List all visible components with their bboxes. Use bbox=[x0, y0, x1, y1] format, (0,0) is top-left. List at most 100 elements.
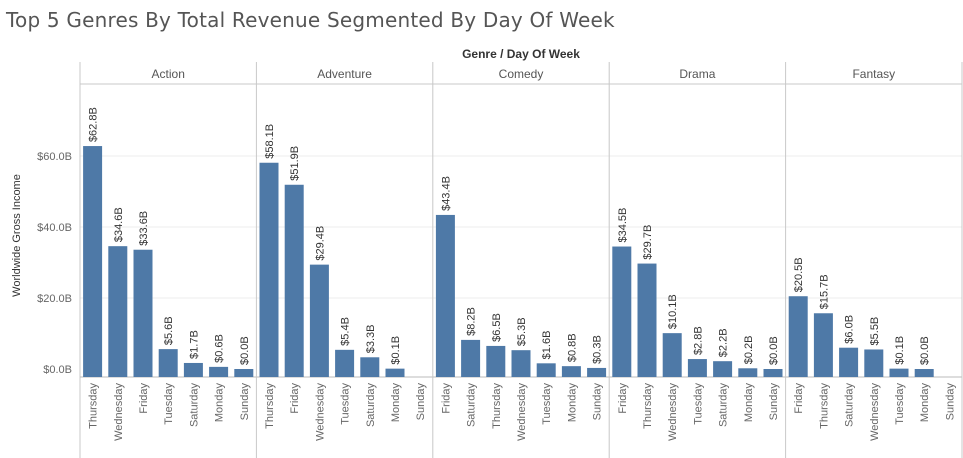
panel-label-fantasy: Fantasy bbox=[852, 67, 895, 81]
chart-title: Top 5 Genres By Total Revenue Segmented … bbox=[6, 8, 615, 32]
x-tick-label: Thursday bbox=[491, 383, 503, 429]
x-tick-label: Wednesday bbox=[516, 383, 528, 441]
bar[interactable] bbox=[864, 349, 884, 377]
bar[interactable] bbox=[209, 366, 229, 377]
data-label: $58.1B bbox=[264, 124, 276, 159]
data-label: $2.2B bbox=[718, 328, 730, 357]
x-tick-label: Monday bbox=[390, 383, 402, 423]
bar[interactable] bbox=[234, 369, 254, 377]
x-tick-label: Saturday bbox=[188, 383, 200, 428]
bar[interactable] bbox=[133, 249, 153, 377]
x-tick-label: Monday bbox=[743, 383, 755, 423]
bar[interactable] bbox=[158, 349, 178, 377]
panel-label-comedy: Comedy bbox=[499, 67, 544, 81]
data-label: $0.0B bbox=[768, 336, 780, 365]
data-label: $0.8B bbox=[566, 333, 578, 362]
bar[interactable] bbox=[309, 264, 329, 377]
x-tick-label: Monday bbox=[214, 383, 226, 423]
bar[interactable] bbox=[612, 246, 632, 377]
x-tick-label: Friday bbox=[138, 383, 150, 414]
data-label: $6.0B bbox=[844, 315, 856, 344]
bar[interactable] bbox=[284, 184, 304, 377]
data-label: $0.0B bbox=[919, 336, 931, 365]
x-tick-label: Saturday bbox=[466, 383, 478, 428]
bar[interactable] bbox=[713, 361, 733, 377]
panel-label-drama: Drama bbox=[679, 67, 715, 81]
bar[interactable] bbox=[738, 368, 758, 377]
panel-label-action: Action bbox=[152, 67, 185, 81]
x-tick-label: Sunday bbox=[944, 383, 956, 421]
bar[interactable] bbox=[108, 246, 128, 377]
bar[interactable] bbox=[536, 363, 556, 377]
data-label: $1.6B bbox=[541, 331, 553, 360]
x-tick-label: Sunday bbox=[592, 383, 604, 421]
data-label: $5.6B bbox=[163, 316, 175, 345]
bar[interactable] bbox=[687, 359, 707, 377]
x-tick-label: Friday bbox=[289, 383, 301, 414]
data-label: $0.2B bbox=[743, 336, 755, 365]
data-label: $62.8B bbox=[88, 107, 100, 142]
data-label: $29.4B bbox=[314, 226, 326, 261]
data-label: $51.9B bbox=[289, 146, 301, 181]
data-label: $5.4B bbox=[340, 317, 352, 346]
x-tick-label: Tuesday bbox=[340, 383, 352, 425]
x-tick-label: Friday bbox=[793, 383, 805, 414]
bar[interactable] bbox=[587, 367, 607, 377]
x-tick-label: Saturday bbox=[365, 383, 377, 428]
bar[interactable] bbox=[259, 162, 279, 377]
data-label: $8.2B bbox=[466, 307, 478, 336]
y-tick-label: $20.0B bbox=[37, 293, 72, 305]
bar[interactable] bbox=[561, 366, 581, 377]
data-label: $34.6B bbox=[113, 207, 125, 242]
bar[interactable] bbox=[335, 349, 355, 377]
data-label: $1.7B bbox=[188, 330, 200, 359]
data-label: $0.0B bbox=[239, 336, 251, 365]
bar[interactable] bbox=[183, 362, 203, 377]
x-tick-label: Monday bbox=[919, 383, 931, 423]
data-label: $34.5B bbox=[617, 208, 629, 243]
bar[interactable] bbox=[83, 146, 103, 377]
x-tick-label: Sunday bbox=[415, 383, 427, 421]
data-label: $20.5B bbox=[793, 257, 805, 292]
data-label: $2.8B bbox=[692, 326, 704, 355]
x-tick-label: Saturday bbox=[718, 383, 730, 428]
x-tick-label: Wednesday bbox=[113, 383, 125, 441]
bar[interactable] bbox=[813, 313, 833, 377]
y-tick-label: $60.0B bbox=[37, 151, 72, 163]
bar[interactable] bbox=[360, 357, 380, 377]
bar[interactable] bbox=[511, 350, 531, 377]
x-tick-label: Tuesday bbox=[692, 383, 704, 425]
data-label: $0.3B bbox=[592, 335, 604, 364]
x-tick-label: Thursday bbox=[88, 383, 100, 429]
y-tick-label: $0.0B bbox=[43, 364, 72, 376]
data-label: $3.3B bbox=[365, 325, 377, 354]
x-tick-label: Thursday bbox=[264, 383, 276, 429]
y-tick-label: $40.0B bbox=[37, 222, 72, 234]
bar[interactable] bbox=[839, 347, 859, 377]
panel-label-adventure: Adventure bbox=[317, 67, 372, 81]
bar[interactable] bbox=[914, 369, 934, 377]
bar[interactable] bbox=[461, 339, 481, 377]
x-tick-label: Wednesday bbox=[869, 383, 881, 441]
bar[interactable] bbox=[788, 296, 808, 377]
bar[interactable] bbox=[385, 368, 405, 377]
x-tick-label: Saturday bbox=[844, 383, 856, 428]
x-tick-label: Tuesday bbox=[894, 383, 906, 425]
x-tick-label: Friday bbox=[440, 383, 452, 414]
data-label: $0.6B bbox=[214, 334, 226, 363]
data-label: $29.7B bbox=[642, 225, 654, 260]
bar[interactable] bbox=[435, 214, 455, 377]
bar[interactable] bbox=[662, 333, 682, 377]
y-axis-title: Worldwide Gross Income bbox=[11, 174, 23, 297]
x-tick-label: Friday bbox=[617, 383, 629, 414]
bar[interactable] bbox=[637, 263, 657, 377]
data-label: $5.3B bbox=[516, 317, 528, 346]
bar[interactable] bbox=[889, 368, 909, 377]
data-label: $43.4B bbox=[440, 176, 452, 211]
facet-header-label: Genre / Day Of Week bbox=[462, 47, 580, 61]
x-tick-label: Monday bbox=[566, 383, 578, 423]
bar[interactable] bbox=[486, 345, 506, 377]
data-label: $15.7B bbox=[818, 274, 830, 309]
bar[interactable] bbox=[763, 369, 783, 377]
x-tick-label: Wednesday bbox=[314, 383, 326, 441]
